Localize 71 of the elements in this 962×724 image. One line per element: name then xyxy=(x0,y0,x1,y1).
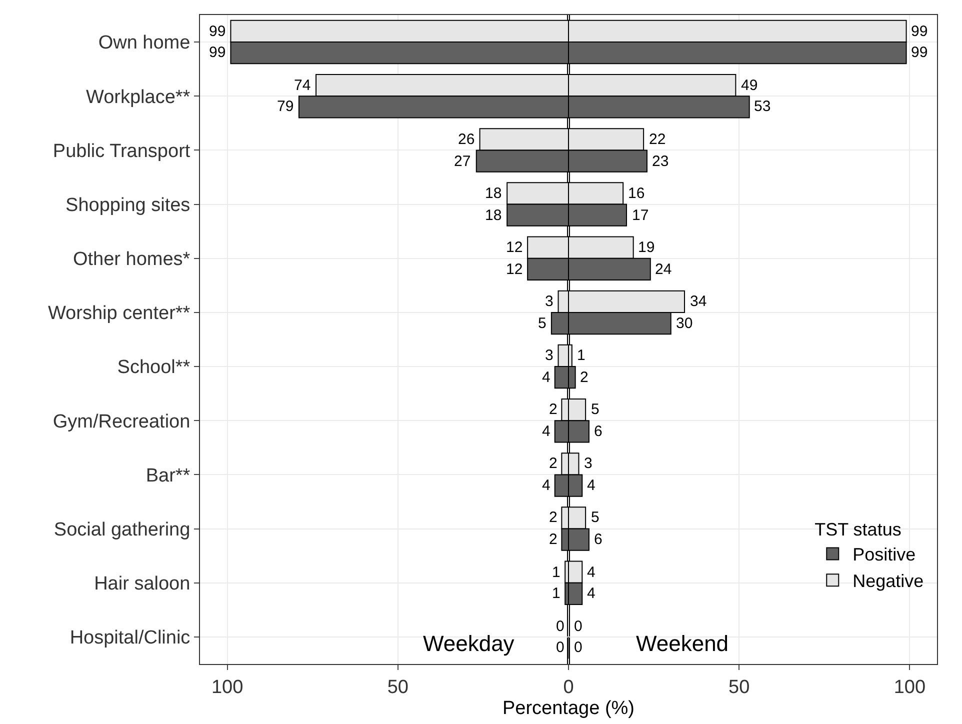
data-label: 6 xyxy=(594,531,602,548)
data-label: 4 xyxy=(587,477,596,494)
x-axis-title: Percentage (%) xyxy=(502,698,635,719)
data-label: 18 xyxy=(485,185,502,202)
data-label: 3 xyxy=(584,455,592,472)
y-tick-label: Hair saloon xyxy=(94,574,190,595)
x-tick-label: 100 xyxy=(211,676,244,698)
y-tick-label: Own home xyxy=(98,32,190,54)
data-label: 0 xyxy=(556,639,564,656)
data-label: 22 xyxy=(649,131,666,148)
data-label: 2 xyxy=(580,369,588,386)
data-label: 1 xyxy=(552,585,560,602)
legend-title: TST status xyxy=(814,520,902,540)
data-label: 4 xyxy=(587,585,596,602)
data-label: 17 xyxy=(632,207,649,224)
data-label: 0 xyxy=(574,618,582,635)
y-tick-label: School** xyxy=(117,357,191,378)
data-label: 3 xyxy=(545,293,554,310)
data-label: 30 xyxy=(676,315,693,332)
data-label: 99 xyxy=(911,23,928,40)
data-label: 6 xyxy=(594,423,602,440)
data-label: 0 xyxy=(556,618,564,635)
y-tick-label: Shopping sites xyxy=(66,194,190,216)
legend-label: Negative xyxy=(852,571,924,592)
data-label: 99 xyxy=(911,44,928,61)
data-label: 99 xyxy=(209,23,226,40)
data-label: 5 xyxy=(591,401,600,418)
data-label: 2 xyxy=(549,531,558,548)
x-tick-label: 50 xyxy=(387,676,408,698)
y-tick-label: Hospital/Clinic xyxy=(70,628,190,649)
data-label: 1 xyxy=(577,347,586,364)
data-label: 3 xyxy=(545,347,554,364)
data-label: 2 xyxy=(549,455,558,472)
data-label: 24 xyxy=(655,261,672,278)
data-label: 99 xyxy=(209,44,226,61)
data-label: 4 xyxy=(542,369,550,386)
y-tick-label: Workplace** xyxy=(86,86,191,108)
data-label: 79 xyxy=(277,98,294,115)
data-label: 23 xyxy=(652,153,669,170)
y-tick-label: Social gathering xyxy=(54,519,190,540)
x-tick-label: 0 xyxy=(563,676,574,698)
data-label: 26 xyxy=(458,131,475,148)
data-label: 4 xyxy=(542,423,550,440)
data-label: 0 xyxy=(574,639,582,656)
y-tick-label: Gym/Recreation xyxy=(52,411,190,432)
data-label: 5 xyxy=(538,315,546,332)
data-label: 4 xyxy=(542,477,550,494)
y-tick-label: Public Transport xyxy=(52,140,191,162)
y-tick-label: Worship center** xyxy=(48,303,191,324)
x-tick-label: 100 xyxy=(894,676,926,698)
data-label: 5 xyxy=(591,509,600,526)
data-label: 19 xyxy=(638,239,655,256)
annotation: Weekday xyxy=(423,631,514,656)
x-tick-label: 50 xyxy=(728,676,750,698)
y-tick-label: Other homes* xyxy=(72,249,191,270)
data-label: 27 xyxy=(454,153,471,170)
data-label: 12 xyxy=(506,261,523,278)
data-label: 49 xyxy=(741,77,758,94)
data-label: 18 xyxy=(485,207,502,224)
data-label: 16 xyxy=(628,185,645,202)
data-label: 2 xyxy=(549,401,558,418)
data-label: 2 xyxy=(549,509,558,526)
data-label: 4 xyxy=(587,564,596,581)
data-label: 1 xyxy=(552,564,560,581)
legend-label: Positive xyxy=(852,544,916,565)
data-label: 12 xyxy=(506,239,523,256)
annotation: Weekend xyxy=(636,631,729,656)
y-tick-label: Bar** xyxy=(146,465,191,486)
data-label: 34 xyxy=(690,293,707,310)
data-label: 74 xyxy=(294,77,311,94)
data-label: 53 xyxy=(754,98,771,115)
